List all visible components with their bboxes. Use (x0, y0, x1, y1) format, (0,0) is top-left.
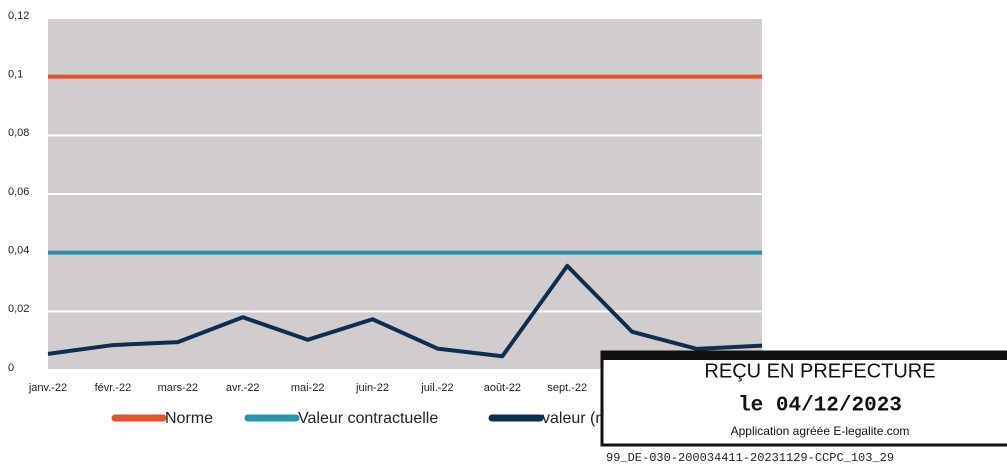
series-line (47, 263, 763, 359)
y-tick-label: 0,02 (8, 303, 29, 315)
x-tick-label: sept.-22 (547, 382, 587, 394)
x-tick-label: janv.-22 (28, 382, 67, 394)
stamp-application: Application agréée E-legalite.com (731, 424, 910, 438)
stamp: REÇU EN PREFECTURE le 04/12/2023 Applica… (600, 350, 1007, 465)
x-tick-label: mai-22 (291, 382, 325, 394)
stamp-date: le 04/12/2023 (738, 395, 902, 418)
stamp-reference: 99_DE-030-200034411-20231129-CCPC_103_29 (606, 451, 894, 465)
y-tick-label: 0,06 (8, 186, 29, 198)
stamp-title: REÇU EN PREFECTURE (704, 360, 935, 382)
legend-label: Valeur contractuelle (298, 410, 438, 427)
stamp-band (602, 352, 1007, 360)
y-tick-label: 0,08 (8, 127, 29, 139)
x-tick-label: août-22 (484, 382, 521, 394)
x-tick-label: avr.-22 (226, 382, 260, 394)
x-tick-label: juin-22 (355, 382, 389, 394)
legend-label: Norme (165, 410, 213, 427)
y-tick-label: 0 (8, 362, 14, 374)
y-tick-label: 0,1 (8, 69, 23, 81)
y-tick-label: 0,04 (8, 245, 29, 257)
y-tick-label: 0,12 (8, 10, 29, 22)
x-tick-label: févr.-22 (95, 382, 132, 394)
x-tick-label: mars-22 (158, 382, 198, 394)
x-tick-label: juil.-22 (420, 382, 453, 394)
